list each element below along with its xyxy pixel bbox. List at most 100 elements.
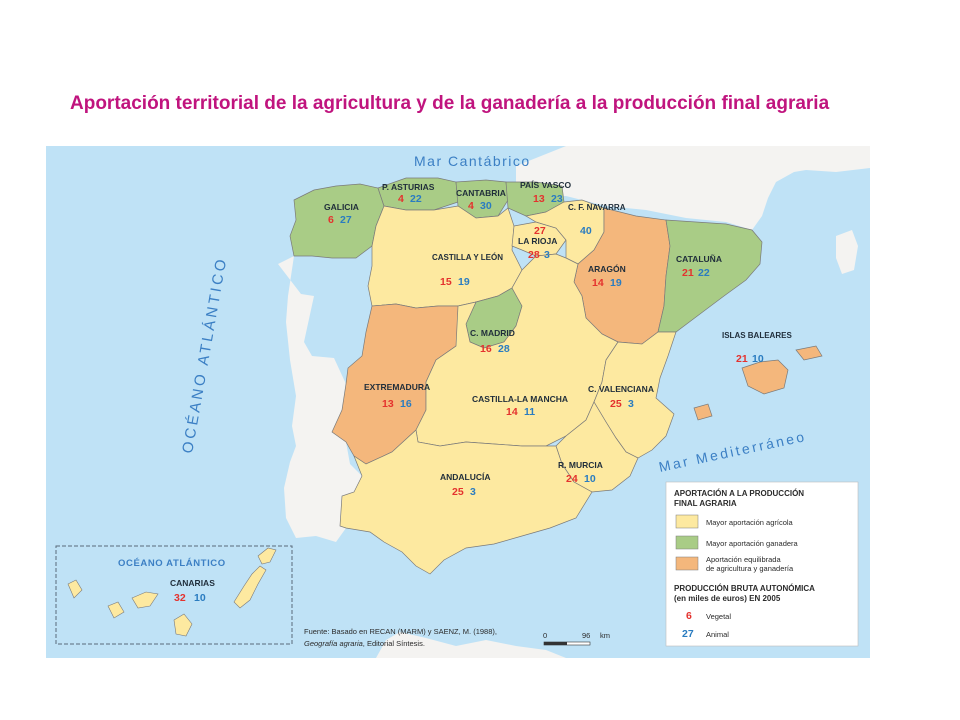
region-label-galicia: GALICIA 6 27 <box>324 202 359 226</box>
map-figure: Mar Cantábrico OCÉANO ATLÁNTICO Mar Medi… <box>46 146 870 658</box>
region-label-navarra: C. F. NAVARRA 27 40 <box>534 203 626 237</box>
canarias-island <box>257 547 277 565</box>
source-line2: Geografía agraria, Editorial Síntesis. <box>304 639 425 648</box>
animal-value: 28 <box>498 343 510 355</box>
legend-equilibrada-line2: de agricultura y ganadería <box>706 564 794 573</box>
portugal-land <box>278 256 362 542</box>
region-label-valenciana: C. VALENCIANA 25 3 <box>588 384 654 410</box>
legend-title-line2: FINAL AGRARIA <box>674 499 737 508</box>
region-label-castilla-leon: CASTILLA Y LEÓN 15 19 <box>432 253 503 288</box>
animal-value: 40 <box>580 225 592 237</box>
legend-animal-value: 27 <box>682 628 694 640</box>
vegetal-value: 25 <box>610 398 622 410</box>
france-land <box>516 146 870 230</box>
region-andalucia <box>339 429 593 575</box>
vegetal-value: 21 <box>682 267 694 279</box>
canarias-island <box>67 579 83 599</box>
region-label-cataluna: CATALUÑA 21 22 <box>676 254 722 279</box>
source-italic: Geografía agraria <box>304 639 363 648</box>
legend-prod-line2: (en miles de euros) EN 2005 <box>674 594 781 603</box>
region-name: CANARIAS <box>170 578 215 588</box>
vegetal-value: 6 <box>328 214 334 226</box>
animal-value: 10 <box>194 592 206 604</box>
canarias-island <box>107 601 125 619</box>
vegetal-value: 4 <box>468 200 474 212</box>
region-label-andalucia: ANDALUCÍA 25 3 <box>440 472 491 498</box>
scale-start: 0 <box>543 631 547 640</box>
legend-vegetal-value: 6 <box>686 610 692 622</box>
sea-label-cantabrico: Mar Cantábrico <box>414 153 531 169</box>
animal-value: 27 <box>340 214 352 226</box>
region-baleares-ibiza <box>693 403 713 421</box>
vegetal-value: 14 <box>506 406 518 418</box>
animal-value: 3 <box>544 249 550 261</box>
source-note: Fuente: Basado en RECAN (MARM) y SAENZ, … <box>304 627 497 648</box>
scale-unit: km <box>600 631 610 640</box>
region-name: ANDALUCÍA <box>440 472 491 482</box>
animal-value: 10 <box>584 473 596 485</box>
region-name: CASTILLA Y LEÓN <box>432 253 503 262</box>
region-name: CANTABRIA <box>456 188 506 198</box>
region-label-aragon: ARAGÓN 14 19 <box>588 263 626 289</box>
region-name: ISLAS BALEARES <box>722 331 792 340</box>
region-name: R. MURCIA <box>558 460 603 470</box>
region-name: GALICIA <box>324 202 359 212</box>
source-rest: , Editorial Síntesis. <box>363 639 425 648</box>
map-legend: APORTACIÓN A LA PRODUCCIÓN FINAL AGRARIA… <box>665 481 859 647</box>
region-name: ARAGÓN <box>588 263 626 274</box>
scale-bar: 0 96 km <box>543 631 610 646</box>
region-name: C. F. NAVARRA <box>568 203 626 212</box>
animal-value: 3 <box>628 398 634 410</box>
region-valenciana <box>593 331 677 459</box>
canarias-island <box>173 613 193 637</box>
region-name: P. ASTURIAS <box>382 182 435 192</box>
region-label-extremadura: EXTREMADURA 13 16 <box>364 382 430 410</box>
legend-ganadera: Mayor aportación ganadera <box>706 539 799 548</box>
legend-animal-label: Animal <box>706 630 729 639</box>
animal-value: 19 <box>610 277 622 289</box>
spain-map: Mar Cantábrico OCÉANO ATLÁNTICO Mar Medi… <box>46 146 870 658</box>
region-name: EXTREMADURA <box>364 382 430 392</box>
region-label-la-rioja: LA RIOJA 28 3 <box>518 236 557 261</box>
source-line1: Fuente: Basado en RECAN (MARM) y SAENZ, … <box>304 627 497 636</box>
region-name: LA RIOJA <box>518 236 557 246</box>
region-name: PAÍS VASCO <box>520 180 572 190</box>
region-label-cantabria: CANTABRIA 4 30 <box>456 188 506 212</box>
vegetal-value: 13 <box>382 398 394 410</box>
region-label-asturias: P. ASTURIAS 4 22 <box>382 182 435 205</box>
region-label-madrid: C. MADRID 16 28 <box>470 328 515 355</box>
vegetal-value: 21 <box>736 353 748 365</box>
animal-value: 10 <box>752 353 764 365</box>
canarias-island <box>233 565 267 609</box>
region-name: CATALUÑA <box>676 254 722 264</box>
vegetal-value: 4 <box>398 193 404 205</box>
animal-value: 30 <box>480 200 492 212</box>
vegetal-value: 16 <box>480 343 492 355</box>
animal-value: 11 <box>524 406 535 418</box>
scale-end: 96 <box>582 631 590 640</box>
vegetal-value: 15 <box>440 276 452 288</box>
legend-agricola: Mayor aportación agrícola <box>706 518 794 527</box>
region-name: C. VALENCIANA <box>588 384 654 394</box>
canarias-island <box>131 591 159 609</box>
region-label-castilla-la-mancha: CASTILLA-LA MANCHA 14 11 <box>472 394 568 418</box>
legend-title-line1: APORTACIÓN A LA PRODUCCIÓN <box>674 489 804 498</box>
vegetal-value: 25 <box>452 486 464 498</box>
vegetal-value: 13 <box>533 193 545 205</box>
animal-value: 19 <box>458 276 470 288</box>
animal-value: 22 <box>698 267 710 279</box>
legend-vegetal-label: Vegetal <box>706 612 731 621</box>
sea-label-atlantico-inset: OCÉANO ATLÁNTICO <box>118 558 226 569</box>
region-name: CASTILLA-LA MANCHA <box>472 394 568 404</box>
canarias-inset: OCÉANO ATLÁNTICO CANARIAS 32 10 <box>55 545 293 645</box>
animal-value: 3 <box>470 486 476 498</box>
region-label-pais-vasco: PAÍS VASCO 13 23 <box>520 180 572 205</box>
region-baleares-menorca <box>795 345 823 361</box>
vegetal-value: 27 <box>534 225 546 237</box>
region-galicia <box>289 183 385 259</box>
island-other <box>836 230 858 274</box>
animal-value: 16 <box>400 398 412 410</box>
region-baleares-mallorca <box>741 359 789 395</box>
vegetal-value: 24 <box>566 473 578 485</box>
legend-equilibrada-line1: Aportación equilibrada <box>706 555 781 564</box>
